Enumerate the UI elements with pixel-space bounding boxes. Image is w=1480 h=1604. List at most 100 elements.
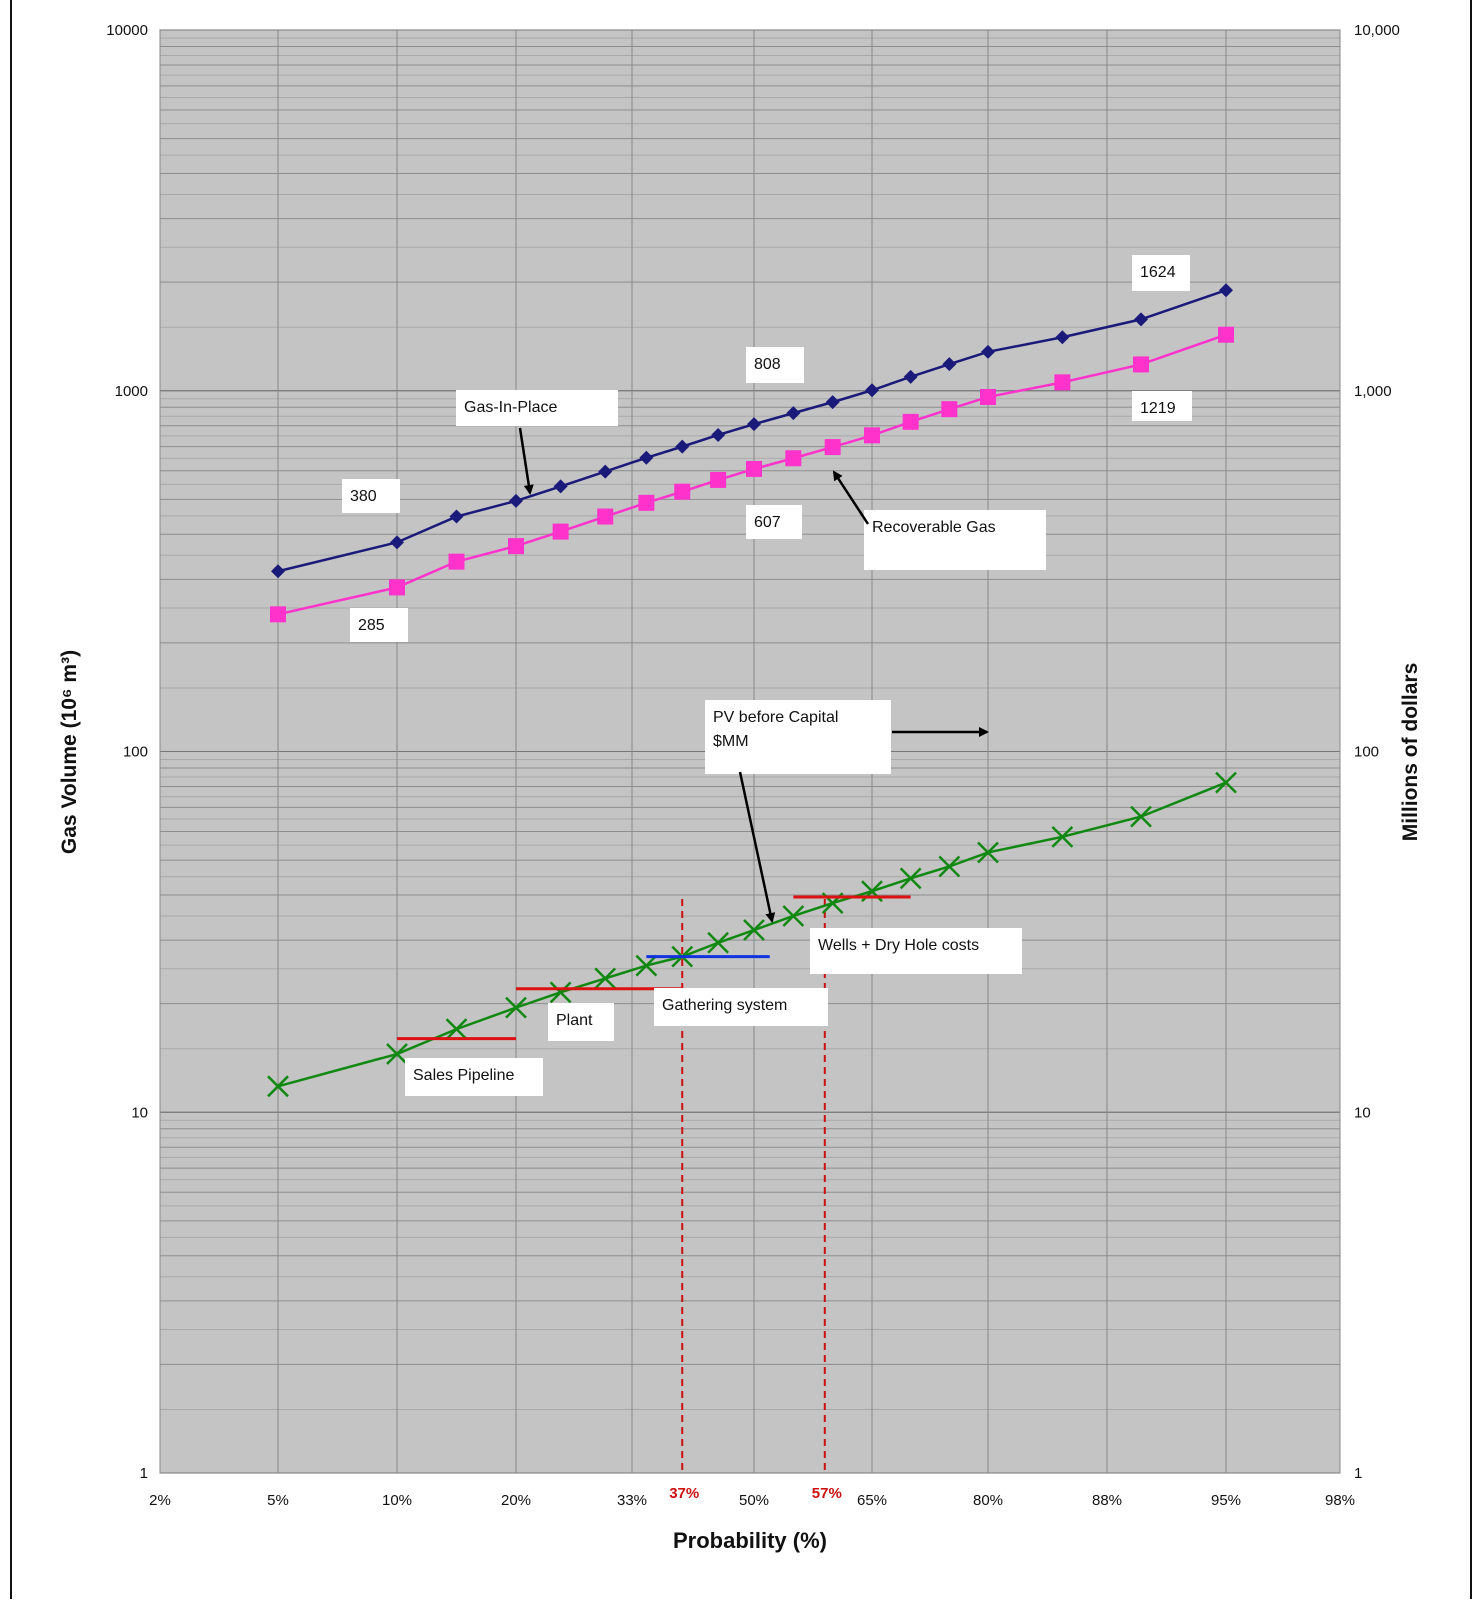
data-point xyxy=(1130,805,1152,828)
value-label: 808 xyxy=(746,347,804,383)
data-point xyxy=(782,905,805,927)
y-tick-label-right: 100 xyxy=(1354,744,1379,761)
capital-bar-label-bg xyxy=(405,1058,543,1096)
y-tick-label-left: 10 xyxy=(131,1104,148,1121)
value-label: 380 xyxy=(342,479,400,513)
callout-recoverable-gas: Recoverable Gas xyxy=(864,510,1046,570)
data-point xyxy=(1055,330,1070,345)
data-point xyxy=(594,967,617,990)
capital-bar-label-text: Wells + Dry Hole costs xyxy=(818,937,979,954)
data-point xyxy=(981,344,995,359)
x-tick-label: 10% xyxy=(382,1492,412,1509)
data-point xyxy=(1219,283,1233,298)
data-point xyxy=(746,460,762,477)
y-tick-label-left: 10000 xyxy=(106,22,148,39)
value-label: 285 xyxy=(350,608,408,642)
value-label-text: 1219 xyxy=(1140,400,1176,417)
x-tick-label: 33% xyxy=(617,1492,647,1509)
callout-pv-before-capital: PV before Capital $MM xyxy=(705,700,891,774)
data-point xyxy=(899,867,922,890)
data-point xyxy=(1051,825,1074,848)
data-point xyxy=(824,439,841,456)
y-tick-label-right: 10 xyxy=(1354,1104,1371,1121)
x-tick-label: 5% xyxy=(267,1492,289,1509)
y-tick-label-left: 100 xyxy=(123,744,148,761)
data-point xyxy=(1134,312,1148,327)
capital-bar-label-text: Gathering system xyxy=(662,997,787,1014)
data-point xyxy=(445,1018,468,1041)
data-point xyxy=(786,406,801,421)
capital-bar-label: Sales Pipeline xyxy=(405,1058,543,1096)
data-point xyxy=(597,508,614,525)
value-label-bg xyxy=(342,479,400,513)
data-point xyxy=(271,564,285,579)
data-point xyxy=(508,538,524,555)
data-point xyxy=(711,427,726,442)
capital-bar-label: Gathering system xyxy=(654,988,828,1026)
data-point xyxy=(980,388,996,405)
data-point xyxy=(977,841,999,864)
series-layer xyxy=(267,283,1237,1098)
value-label-text: 380 xyxy=(350,488,377,505)
data-point xyxy=(675,439,690,454)
x-tick-label: 80% xyxy=(973,1492,1003,1509)
frame-left-border xyxy=(10,0,12,1599)
data-point xyxy=(785,450,802,467)
data-point xyxy=(1218,326,1234,343)
callout-arrow xyxy=(518,427,534,495)
data-point xyxy=(707,931,730,954)
data-point xyxy=(552,523,569,540)
data-point xyxy=(902,413,919,430)
label-boxes: 1624 808 1219 380 607 285 Gas-In-Place Recovera… xyxy=(342,255,1192,1096)
data-point xyxy=(674,483,691,500)
data-point xyxy=(267,1075,289,1098)
frame-right-border xyxy=(1470,0,1472,1599)
callout-recoverable-gas-text: Recoverable Gas xyxy=(872,519,996,536)
y-tick-label-left: 1 xyxy=(140,1465,148,1482)
value-label: 607 xyxy=(746,505,802,539)
callout-pv-before-capital-text: $MM xyxy=(713,733,749,750)
data-point xyxy=(390,535,404,550)
y-tick-label-right: 1,000 xyxy=(1354,383,1392,400)
value-label-bg xyxy=(1132,391,1192,421)
y-axis-title-left: Gas Volume (10⁶ m³) xyxy=(58,650,81,854)
data-point xyxy=(710,471,727,488)
capital-bar-label-text: Plant xyxy=(556,1012,593,1029)
data-point xyxy=(638,494,655,511)
x-tick-label: 50% xyxy=(739,1492,769,1509)
callout-gas-in-place-bg xyxy=(456,390,618,426)
value-label-bg xyxy=(746,505,802,539)
y-tick-label-right: 10,000 xyxy=(1354,22,1400,39)
data-point xyxy=(598,464,613,479)
data-point xyxy=(1215,771,1237,794)
data-point xyxy=(270,606,286,623)
data-point xyxy=(938,855,961,878)
capital-bar-label-text: Sales Pipeline xyxy=(413,1067,515,1084)
data-point xyxy=(747,417,761,432)
data-point xyxy=(903,369,918,384)
x-tick-label: 20% xyxy=(501,1492,531,1509)
callout-gas-in-place-text: Gas-In-Place xyxy=(464,399,557,416)
data-point xyxy=(448,553,465,570)
threshold-label: 57% xyxy=(812,1485,842,1502)
callout-recoverable-gas-bg xyxy=(864,510,1046,570)
capital-bar-label: Plant xyxy=(548,1003,614,1041)
callout-pv-before-capital-text: PV before Capital xyxy=(713,709,838,726)
callout-pv-before-capital-bg xyxy=(705,700,891,774)
data-point xyxy=(639,450,654,465)
data-point xyxy=(1054,374,1071,391)
capital-bar-label-bg xyxy=(810,928,1022,974)
data-point xyxy=(389,579,405,596)
x-tick-label: 98% xyxy=(1325,1492,1355,1509)
x-tick-label: 65% xyxy=(857,1492,887,1509)
data-point xyxy=(386,1043,408,1065)
data-point xyxy=(635,954,658,977)
callout-gas-in-place: Gas-In-Place xyxy=(456,390,618,426)
value-label-bg xyxy=(1132,255,1190,291)
value-label: 1219 xyxy=(1132,391,1192,421)
data-point xyxy=(509,493,523,508)
value-label-bg xyxy=(746,347,804,383)
data-point xyxy=(553,479,568,494)
data-point xyxy=(1133,356,1149,373)
